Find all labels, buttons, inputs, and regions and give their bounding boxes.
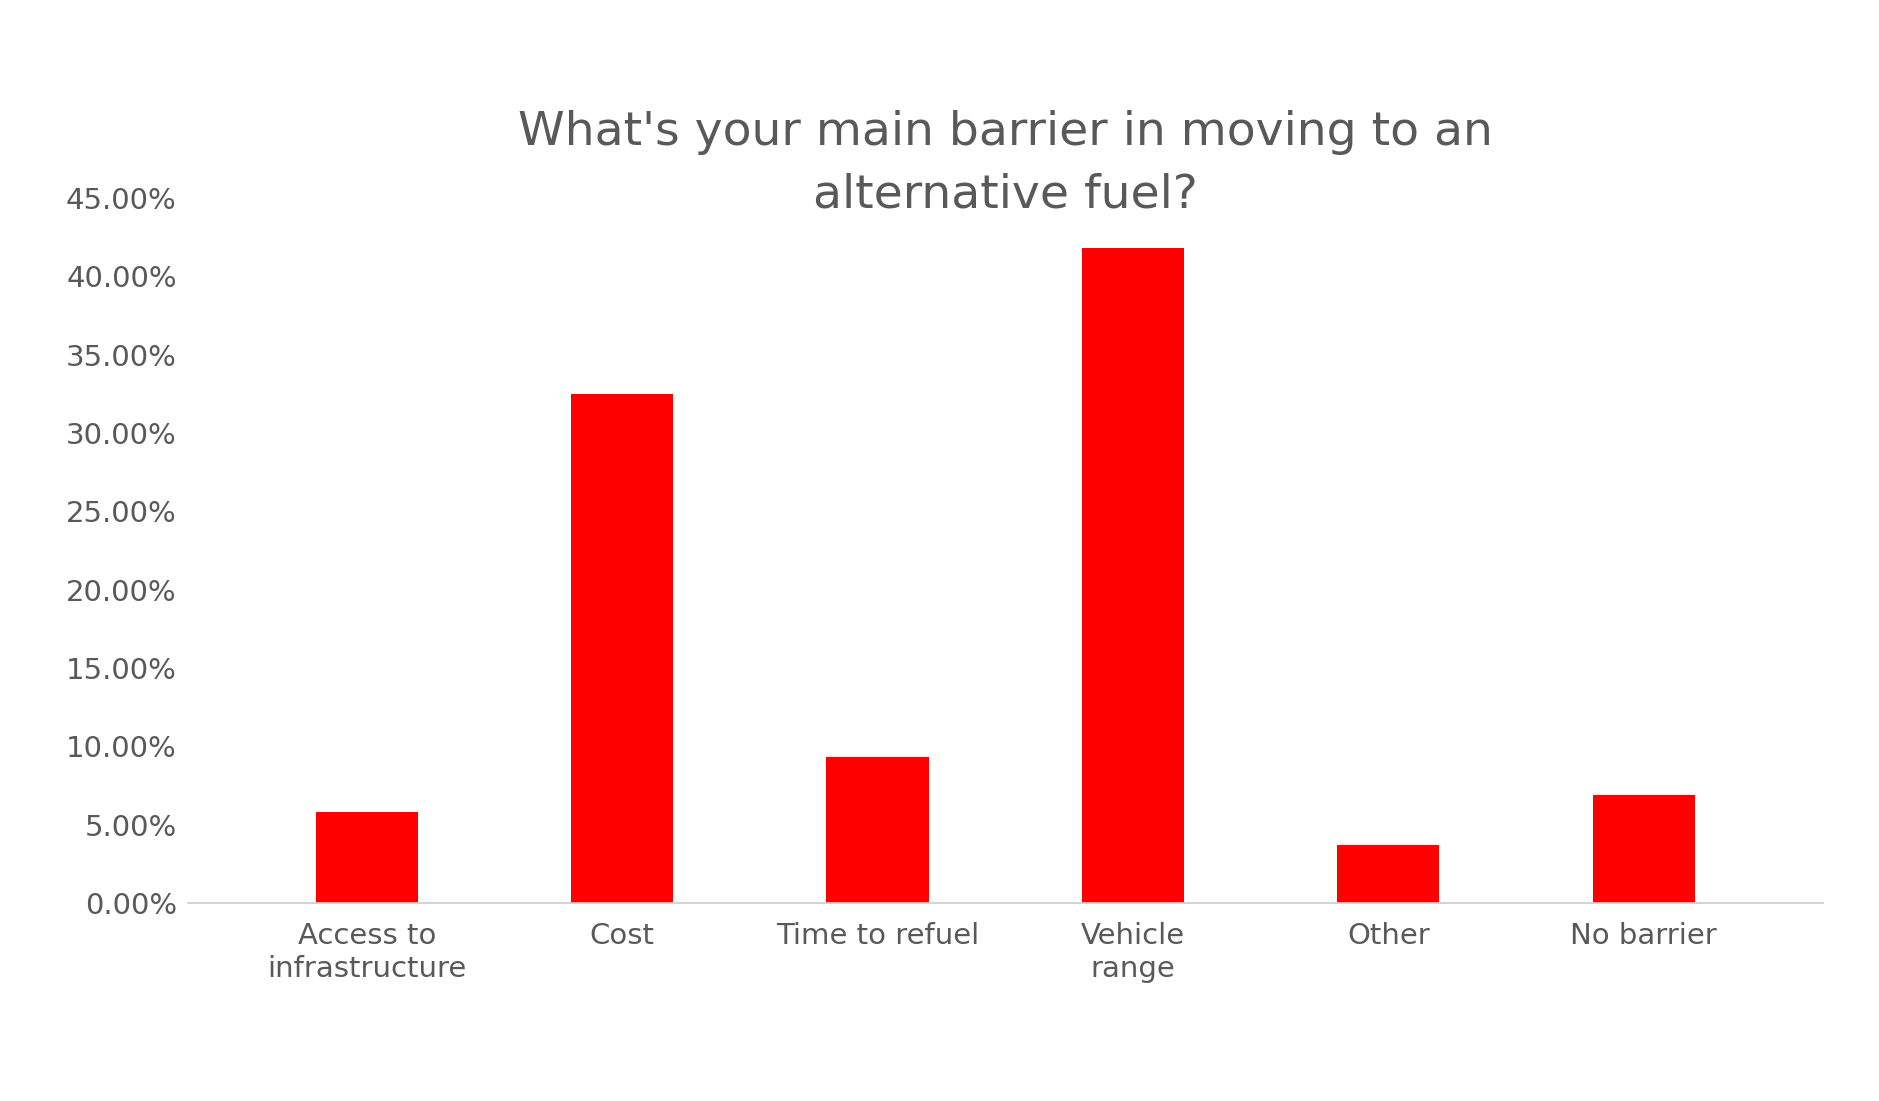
Bar [1593,795,1695,903]
Bar [571,394,673,903]
Bar [1082,249,1184,903]
Bar [827,757,928,903]
Text: What's your main barrier in moving to an
alternative fuel?: What's your main barrier in moving to an… [519,110,1492,218]
Bar [316,813,417,903]
Bar [1338,844,1439,903]
